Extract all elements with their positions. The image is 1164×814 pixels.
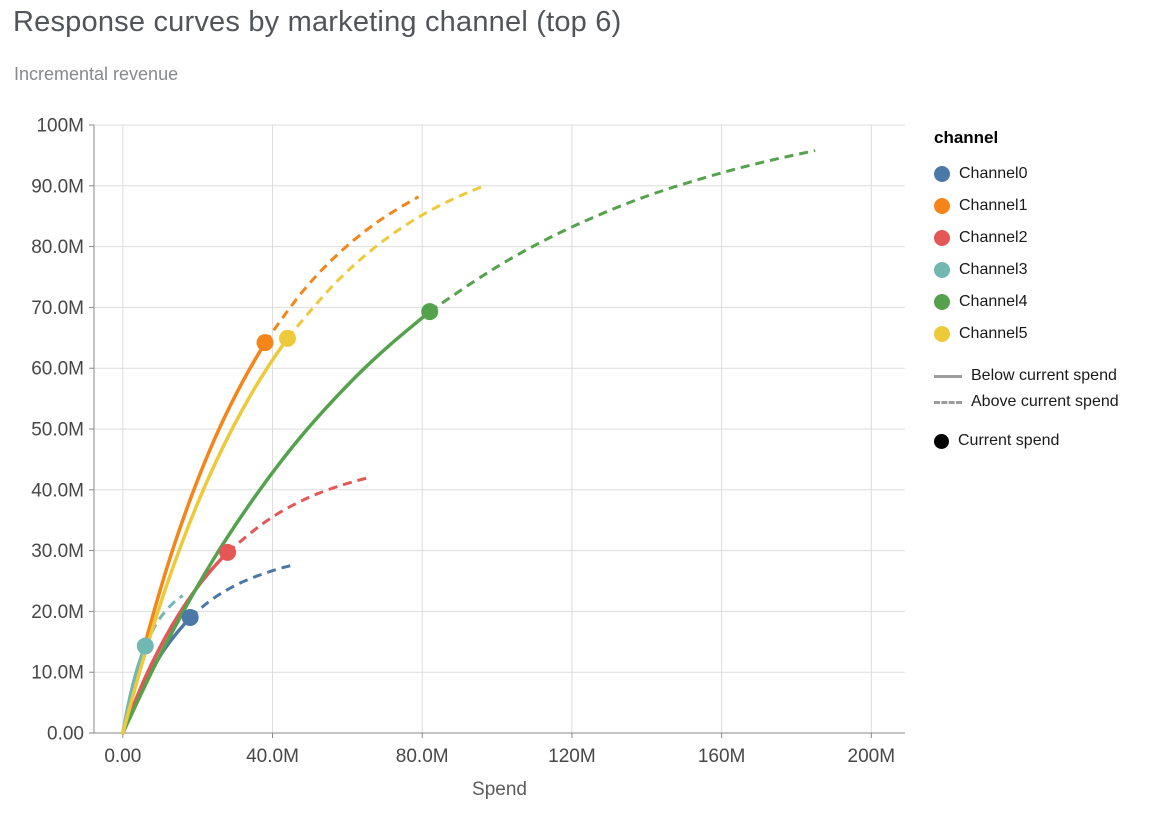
legend-swatch-Channel4 xyxy=(934,294,950,310)
y-tick-label: 100M xyxy=(36,116,84,137)
legend-label: Channel0 xyxy=(959,165,1028,182)
dashed-line-sample-icon xyxy=(934,400,962,404)
y-tick-label: 70.0M xyxy=(31,298,84,319)
legend-item-Channel2: Channel2 xyxy=(934,222,1162,254)
legend-label: Below current spend xyxy=(971,367,1117,384)
legend-title: channel xyxy=(934,128,999,147)
series-Channel1-above-current-spend-line xyxy=(263,195,420,344)
legend-label: Channel2 xyxy=(959,229,1028,246)
x-tick-label: 120M xyxy=(548,746,596,767)
y-tick-label: 0.00 xyxy=(47,724,84,745)
legend-label: Current spend xyxy=(958,432,1060,449)
legend-swatch-Channel0 xyxy=(934,166,950,182)
legend-label: Above current spend xyxy=(971,393,1119,410)
solid-line-sample-icon xyxy=(934,374,962,378)
series-Channel0-below-current-spend-line xyxy=(121,615,192,735)
x-axis-title: Spend xyxy=(472,779,527,800)
legend-item-below-current-spend: Below current spend xyxy=(934,363,1162,389)
series-Channel5-current-spend-point xyxy=(278,329,296,347)
legend: channel Channel0 Channel1 Channel2 Channel3… xyxy=(934,128,1162,454)
legend-line-styles: Below current spend Above current spend xyxy=(934,363,1162,415)
series-Channel2-current-spend-point xyxy=(219,543,237,561)
y-tick-label: 20.0M xyxy=(31,602,84,623)
series-Channel0-current-spend-point xyxy=(181,608,199,626)
series-Channel0-above-current-spend-line xyxy=(189,563,296,619)
current-spend-dot-icon xyxy=(934,433,949,449)
series-Channel2-above-current-spend-line xyxy=(226,476,367,554)
legend-channel-items: Channel0 Channel1 Channel2 Channel3 Channel4… xyxy=(934,158,1162,350)
x-tick-label: 160M xyxy=(698,746,746,767)
x-tick-label: 80.0M xyxy=(396,746,449,767)
legend-item-above-current-spend: Above current spend xyxy=(934,389,1162,415)
x-tick-label: 40.0M xyxy=(246,746,299,767)
x-tick-label: 200M xyxy=(848,746,896,767)
series-Channel1-current-spend-point xyxy=(256,334,274,352)
y-tick-label: 10.0M xyxy=(31,663,84,684)
legend-item-Channel0: Channel0 xyxy=(934,158,1162,190)
legend-item-Channel1: Channel1 xyxy=(934,190,1162,222)
legend-label: Channel5 xyxy=(959,325,1028,342)
series-Channel5-above-current-spend-line xyxy=(286,183,487,340)
series-Channel3-current-spend-point xyxy=(136,637,154,655)
series-Channel4-current-spend-point xyxy=(421,303,439,321)
series-Channel3-below-current-spend-line xyxy=(121,644,148,735)
legend-item-Channel5: Channel5 xyxy=(934,318,1162,350)
legend-swatch-Channel2 xyxy=(934,230,950,246)
legend-label: Channel3 xyxy=(959,261,1028,278)
legend-swatch-Channel5 xyxy=(934,326,950,342)
y-tick-label: 50.0M xyxy=(31,420,84,441)
chart-subtitle: Incremental revenue xyxy=(14,64,179,84)
legend-label: Channel1 xyxy=(959,197,1028,214)
legend-item-current-spend: Current spend xyxy=(934,428,1162,454)
legend-swatch-Channel1 xyxy=(934,198,950,214)
y-tick-label: 30.0M xyxy=(31,541,84,562)
y-tick-label: 40.0M xyxy=(31,480,84,501)
legend-swatch-Channel3 xyxy=(934,262,950,278)
y-tick-label: 90.0M xyxy=(31,176,84,197)
legend-item-Channel3: Channel3 xyxy=(934,254,1162,286)
y-tick-label: 60.0M xyxy=(31,359,84,380)
series-Channel2-below-current-spend-line xyxy=(121,550,230,735)
legend-label: Channel4 xyxy=(959,293,1028,310)
series-Channel4-above-current-spend-line xyxy=(428,149,816,313)
y-tick-label: 80.0M xyxy=(31,237,84,258)
x-tick-label: 0.00 xyxy=(104,746,141,767)
legend-item-Channel4: Channel4 xyxy=(934,286,1162,318)
series-Channel4-below-current-spend-line xyxy=(121,309,432,735)
chart-title: Response curves by marketing channel (to… xyxy=(13,6,622,38)
